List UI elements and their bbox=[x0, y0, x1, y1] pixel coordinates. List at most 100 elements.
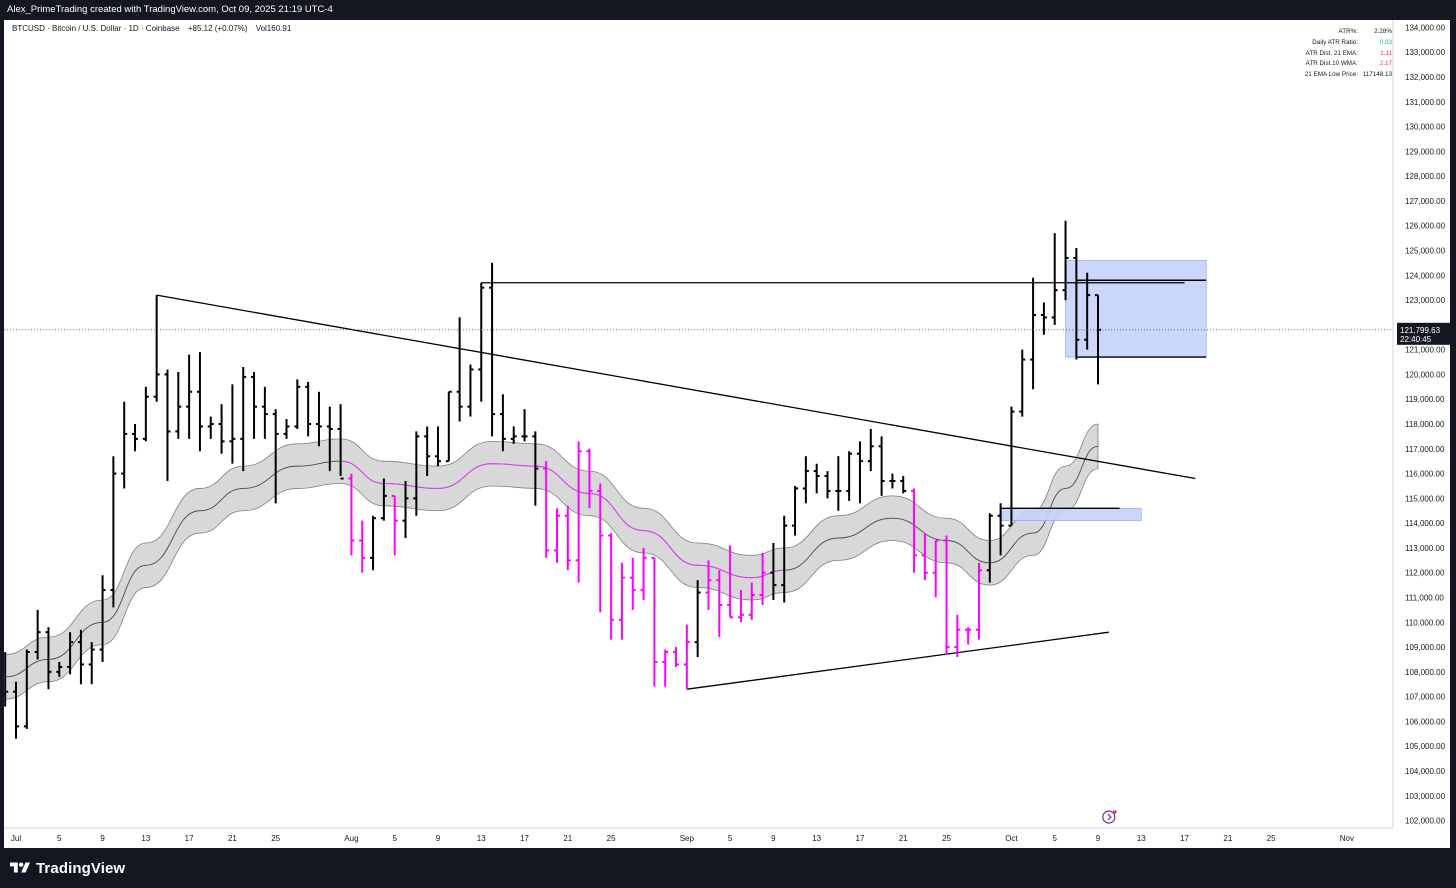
price-change: +85.12 (+0.07%) bbox=[187, 24, 248, 33]
ohlc-bar bbox=[889, 473, 896, 489]
time-tick-label: 5 bbox=[392, 834, 397, 843]
stat-label: Daily ATR Ratio: bbox=[1312, 38, 1358, 46]
ohlc-bar bbox=[67, 632, 74, 675]
ohlc-bar bbox=[13, 681, 19, 739]
ohlc-bar bbox=[110, 456, 117, 608]
price-tick-label: 107,000.00 bbox=[1405, 693, 1446, 702]
time-tick-label: 25 bbox=[1267, 834, 1276, 843]
ema-band bbox=[4, 423, 1099, 700]
attribution-text: Alex_PrimeTrading created with TradingVi… bbox=[7, 4, 333, 15]
ohlc-bar bbox=[673, 647, 680, 667]
ohlc-bar bbox=[380, 478, 387, 521]
ohlc-bar bbox=[597, 483, 604, 613]
price-tick-label: 115,000.00 bbox=[1405, 494, 1445, 503]
time-tick-label: 21 bbox=[563, 834, 572, 843]
ohlc-bar bbox=[716, 570, 723, 638]
countdown-timer: 22:40:45 bbox=[1400, 335, 1432, 344]
time-tick-label: 25 bbox=[607, 834, 616, 843]
ohlc-bar bbox=[99, 575, 106, 662]
ohlc-bar bbox=[564, 505, 571, 571]
ohlc-bar bbox=[4, 652, 9, 707]
ohlc-bar bbox=[1084, 272, 1091, 350]
ohlc-bar bbox=[305, 381, 312, 437]
price-tick-label: 123,000.00 bbox=[1405, 296, 1446, 305]
ohlc-bar bbox=[510, 426, 517, 444]
price-tick-label: 127,000.00 bbox=[1405, 197, 1446, 206]
ohlc-bar bbox=[251, 371, 258, 439]
ohlc-bar bbox=[954, 614, 961, 657]
stat-value: 2.28% bbox=[1374, 28, 1392, 35]
ohlc-bar bbox=[1040, 302, 1047, 335]
price-tick-label: 118,000.00 bbox=[1405, 420, 1445, 429]
descending-resistance bbox=[156, 294, 1196, 480]
price-tick-label: 105,000.00 bbox=[1405, 742, 1446, 751]
ohlc-bar bbox=[56, 661, 63, 677]
ohlc-bar bbox=[965, 627, 972, 645]
ohlc-bar bbox=[921, 533, 928, 581]
ohlc-bar bbox=[434, 426, 441, 467]
ohlc-bar bbox=[164, 369, 171, 482]
ohlc-bar bbox=[207, 416, 214, 439]
ohlc-bar bbox=[532, 431, 539, 506]
time-tick-label: 9 bbox=[436, 834, 441, 843]
ohlc-bar bbox=[23, 649, 30, 729]
ohlc-bar bbox=[878, 436, 885, 496]
price-tick-label: 103,000.00 bbox=[1405, 792, 1446, 801]
time-tick-label: 13 bbox=[1137, 834, 1146, 843]
stat-label: ATR Dist. 21 EMA: bbox=[1305, 49, 1358, 57]
ohlc-bar bbox=[445, 390, 452, 463]
stat-row: ATR Dist. 21 EMA: 1.11 bbox=[1292, 49, 1392, 60]
time-tick-label: 17 bbox=[856, 834, 865, 843]
time-tick-label: 5 bbox=[728, 834, 733, 843]
ohlc-bar bbox=[153, 295, 160, 402]
time-tick-label: 13 bbox=[812, 834, 821, 843]
plot-area bbox=[4, 220, 1393, 739]
time-tick-label: 21 bbox=[228, 834, 237, 843]
ohlc-bar bbox=[737, 590, 744, 623]
last-price-tag-bg bbox=[1397, 322, 1450, 345]
ohlc-bar bbox=[121, 401, 128, 489]
ohlc-bar bbox=[618, 562, 625, 640]
realtime-icon-dot bbox=[1113, 810, 1117, 814]
ohlc-bar bbox=[835, 456, 842, 511]
symbol-description: BTCUSD · Bitcoin / U.S. Dollar · 1D · Co… bbox=[12, 24, 180, 33]
ohlc-bar bbox=[175, 371, 182, 439]
price-tick-label: 117,000.00 bbox=[1405, 445, 1445, 454]
chart-pane[interactable]: 102,000.00 103,000.00 104,000.00 105,000.00… bbox=[4, 20, 1450, 848]
ohlc-bar bbox=[781, 515, 788, 603]
time-tick-label: 21 bbox=[899, 834, 908, 843]
stat-label: ATR%: bbox=[1338, 28, 1358, 35]
lower-demand-zone bbox=[1000, 507, 1142, 522]
ohlc-bar bbox=[478, 282, 485, 402]
price-chart[interactable]: 102,000.00 103,000.00 104,000.00 105,000.00… bbox=[4, 20, 1450, 848]
ohlc-bar bbox=[326, 406, 333, 472]
time-tick-label: Jul bbox=[11, 834, 21, 843]
ohlc-bar bbox=[456, 317, 463, 422]
symbol-legend[interactable]: BTCUSD · Bitcoin / U.S. Dollar · 1D · Co… bbox=[12, 24, 291, 33]
ohlc-bar bbox=[1062, 220, 1069, 301]
price-tick-label: 121,000.00 bbox=[1405, 346, 1446, 355]
stat-label: 21 EMA Low Price: bbox=[1304, 71, 1358, 79]
price-tick-label: 120,000.00 bbox=[1405, 370, 1446, 379]
price-tick-label: 131,000.00 bbox=[1405, 98, 1446, 107]
tradingview-logo[interactable]: TradingView bbox=[10, 858, 125, 878]
stat-row: ATR%: 2.28% bbox=[1292, 27, 1392, 38]
ohlc-bar bbox=[467, 364, 474, 417]
ohlc-bar bbox=[824, 471, 831, 499]
time-tick-label: 17 bbox=[1180, 834, 1189, 843]
price-tick-label: 119,000.00 bbox=[1405, 395, 1445, 404]
time-tick-label: 17 bbox=[185, 834, 194, 843]
last-price-value: 121,799.63 bbox=[1400, 326, 1441, 335]
ohlc-bar bbox=[856, 441, 863, 504]
ohlc-bar bbox=[727, 545, 734, 619]
scroll-to-realtime-icon[interactable] bbox=[1102, 810, 1117, 824]
ohlc-bar bbox=[272, 409, 279, 504]
ohlc-bar bbox=[77, 629, 84, 685]
stat-value: 117148.13 bbox=[1362, 71, 1392, 79]
ohlc-bar bbox=[240, 366, 247, 472]
ohlc-bar bbox=[543, 461, 550, 558]
time-tick-label: Sep bbox=[680, 834, 695, 843]
stat-row: 21 EMA Low Price: 117148.13 bbox=[1292, 70, 1392, 81]
ohlc-bar bbox=[943, 535, 950, 655]
